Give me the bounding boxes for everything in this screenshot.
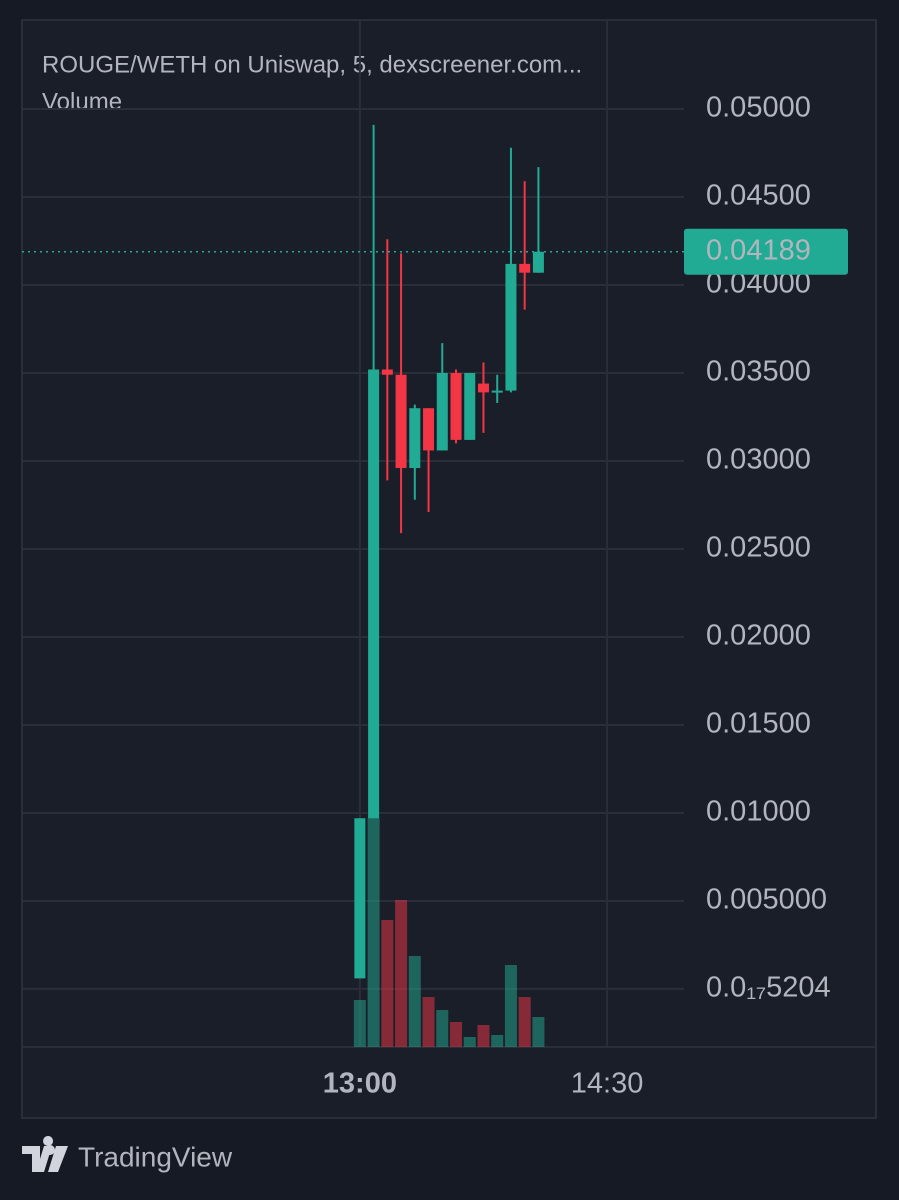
candle-body (464, 373, 476, 440)
volume-bar (463, 1037, 476, 1047)
brand-logo (22, 1136, 68, 1172)
y-tick-label: 0.005000 (706, 884, 827, 916)
volume-bar (532, 1017, 545, 1047)
y-tick-label: 0.01500 (706, 708, 811, 740)
y-tick-label: 0.01000 (706, 796, 811, 828)
volume-bar (422, 997, 435, 1047)
volume-bar (436, 1010, 449, 1047)
chart-title: ROUGE/WETH on Uniswap, 5, dexscreener.co… (42, 51, 582, 78)
candle-body (395, 374, 407, 469)
y-tick-label: 0.04500 (706, 180, 811, 212)
candle-body (368, 369, 380, 819)
last-price-label: 0.04189 (706, 234, 811, 266)
volume-bar (395, 900, 408, 1047)
volume-bar (450, 1022, 463, 1047)
candle-body (519, 263, 531, 273)
y-tick-label: 0.03500 (706, 356, 811, 388)
y-tick-label: 0.02000 (706, 620, 811, 652)
volume-bar (518, 997, 531, 1047)
volume-bar (408, 956, 421, 1047)
candle-body (423, 408, 435, 451)
volume-bar (477, 1025, 490, 1047)
volume-bar (504, 965, 517, 1047)
candle-body (532, 251, 544, 273)
candle-body (381, 369, 393, 375)
candle-body (409, 408, 421, 469)
volume-bar (491, 1035, 504, 1047)
candle-body (477, 383, 489, 393)
candle-body (354, 818, 366, 979)
last-price-badge (684, 228, 848, 275)
x-tick-label: 14:30 (571, 1068, 644, 1100)
y-tick-label: 0.05000 (706, 92, 811, 124)
volume-bar (353, 1000, 366, 1047)
volume-bar (381, 920, 394, 1047)
brand-name: TradingView (78, 1141, 233, 1172)
candle-body (491, 390, 503, 393)
candle-body (450, 373, 462, 440)
volume-bar (367, 818, 380, 1047)
candle-body (505, 263, 517, 391)
y-tick-label: 0.0₁₇5204 (706, 972, 831, 1004)
chart-subtitle: Volume (42, 88, 122, 115)
y-tick-label: 0.02500 (706, 532, 811, 564)
chart-panel (21, 19, 877, 1119)
x-tick-label: 13:00 (323, 1068, 397, 1100)
candle-body (436, 373, 448, 451)
y-tick-label: 0.03000 (706, 444, 811, 476)
